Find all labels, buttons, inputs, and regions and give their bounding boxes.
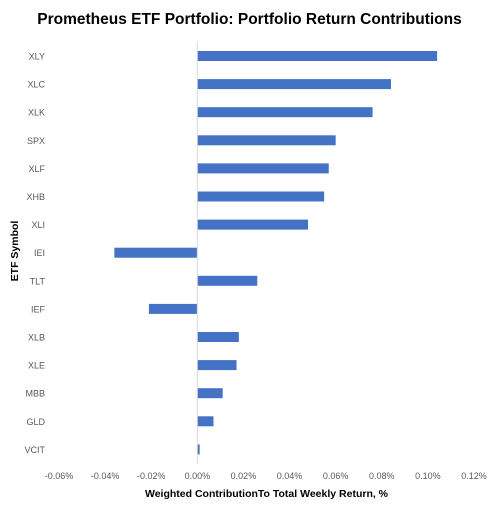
category-label-xlc: XLC [27,80,45,90]
bar-xli [197,219,308,230]
x-tick-label: -0.06% [45,471,74,481]
bar-mbb [197,388,223,399]
bars-layer [114,51,438,455]
x-tick-label: 0.00% [185,471,211,481]
bar-spx [197,135,336,146]
category-label-xli: XLI [31,220,45,230]
category-label-tlt: TLT [30,276,46,286]
x-tick-label: 0.02% [231,471,257,481]
x-tick-label: -0.02% [137,471,166,481]
y-axis-title: ETF Symbol [9,221,21,282]
chart-title: Prometheus ETF Portfolio: Portfolio Retu… [37,11,462,28]
bar-gld [197,416,214,427]
category-label-vcit: VCIT [24,445,45,455]
x-tick-labels: -0.06% -0.04% -0.02% 0.00% 0.02% 0.04% 0.06% 0.… [45,471,487,481]
bar-vcit [197,444,200,455]
x-tick-label: 0.06% [323,471,349,481]
category-label-xly: XLY [29,52,45,62]
x-axis-title: Weighted ContributionTo Total Weekly Ret… [145,488,389,500]
category-label-xlb: XLB [28,333,45,343]
bar-xly [197,51,438,61]
bar-xlf [197,163,329,174]
category-label-spx: SPX [27,136,45,146]
bar-ief [148,303,198,314]
bar-xlc [197,79,391,90]
category-label-mbb: MBB [25,389,45,399]
bar-xle [197,360,237,371]
category-label-iei: IEI [34,248,45,258]
x-tick-label: 0.04% [277,471,303,481]
bar-xhb [197,191,325,202]
bar-tlt [197,275,258,286]
x-tick-label: 0.10% [415,471,441,481]
x-tick-label: -0.04% [91,471,120,481]
bar-xlk [197,107,373,118]
x-tick-label: 0.08% [369,471,395,481]
category-label-xlk: XLK [28,108,45,118]
x-tick-label: 0.12% [461,471,487,481]
category-label-ief: IEF [31,304,46,314]
category-label-xhb: XHB [26,192,45,202]
bar-iei [114,247,198,258]
category-label-gld: GLD [26,417,45,427]
category-label-xlf: XLF [28,164,45,174]
category-labels: XLY XLC XLK SPX XLF XHB XLI IEI TLT IEF XLB XLE MBB G… [24,52,45,455]
bar-xlb [197,332,239,342]
category-label-xle: XLE [28,361,45,371]
